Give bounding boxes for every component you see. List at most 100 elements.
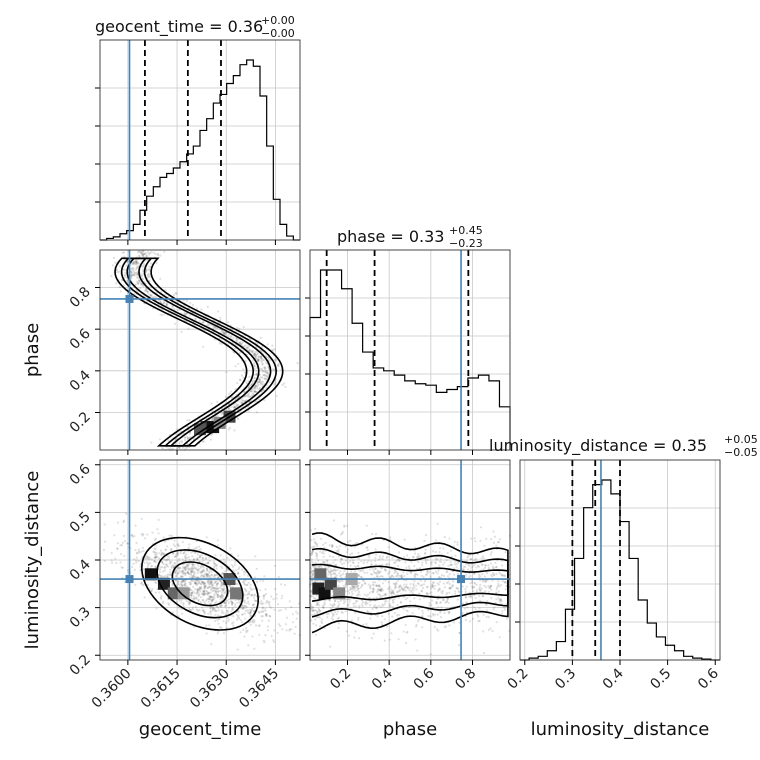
sample-point (251, 359, 254, 362)
sample-point (171, 611, 174, 614)
sample-point (136, 282, 139, 285)
sample-point (220, 582, 223, 586)
sample-point (262, 597, 265, 600)
sample-point (360, 560, 363, 563)
sample-point (245, 394, 248, 398)
sample-point (359, 575, 362, 578)
sample-point (216, 539, 219, 542)
sample-point (176, 560, 179, 563)
sample-point (438, 550, 441, 554)
sample-point (241, 607, 244, 610)
sample-point (257, 381, 260, 384)
sample-point (400, 575, 403, 578)
sample-point (173, 562, 176, 565)
sample-point (132, 273, 135, 276)
sample-point (214, 601, 217, 605)
sample-point (165, 303, 168, 307)
sample-point (343, 562, 346, 565)
sample-point (152, 550, 155, 553)
sample-point (471, 569, 474, 572)
y-tick-label: 0.8 (67, 284, 94, 311)
sample-point (174, 292, 177, 295)
sample-point (133, 270, 136, 274)
sample-point (220, 587, 223, 590)
sample-point (430, 583, 434, 586)
sample-point (436, 557, 439, 561)
sample-point (448, 573, 451, 576)
sample-point (142, 584, 145, 587)
sample-point (464, 590, 467, 594)
sample-point (135, 263, 138, 266)
x-tick-label: 0.6 (411, 665, 438, 692)
sample-point (230, 334, 233, 337)
sample-point (290, 606, 293, 609)
sample-point (504, 580, 507, 584)
sample-point (123, 554, 126, 558)
sample-point (489, 562, 493, 565)
sample-point (184, 565, 187, 568)
sample-point (261, 380, 264, 383)
sample-point (240, 342, 243, 345)
sample-point (487, 628, 490, 632)
sample-point (231, 608, 235, 611)
sample-point (114, 261, 117, 264)
sample-point (236, 648, 239, 651)
sample-point (202, 575, 205, 579)
sample-point (138, 281, 142, 284)
sample-point (157, 252, 160, 256)
sample-point (357, 616, 360, 619)
sample-point (418, 598, 421, 601)
sample-point (314, 618, 317, 621)
sample-point (447, 581, 450, 584)
panel-phase-vs-geocent-time: 0.20.40.60.8 (67, 249, 301, 455)
sample-point (405, 641, 408, 645)
sample-point (216, 596, 219, 599)
sample-point (186, 565, 189, 568)
sample-point (181, 575, 184, 578)
sample-point (401, 587, 404, 590)
sample-point (256, 385, 259, 388)
sample-point (136, 274, 139, 277)
sample-point (333, 519, 336, 522)
sample-point (374, 563, 377, 566)
sample-point (483, 652, 486, 655)
sample-point (400, 601, 403, 604)
sample-point (252, 596, 256, 599)
sample-point (284, 608, 287, 611)
sample-point (243, 395, 246, 398)
sample-point (163, 301, 166, 304)
sample-point (472, 559, 475, 562)
sample-point (352, 605, 355, 608)
sample-point (497, 597, 500, 600)
sample-point (482, 557, 486, 560)
sample-point (118, 265, 121, 268)
sample-point (467, 568, 470, 571)
sample-point (330, 575, 333, 578)
sample-point (396, 564, 400, 568)
sample-point (205, 567, 208, 570)
sample-point (131, 262, 134, 265)
sample-point (327, 570, 331, 573)
sample-point (208, 323, 211, 326)
sample-point (205, 568, 209, 572)
sample-point (470, 566, 473, 569)
sample-point (318, 604, 321, 607)
sample-point (329, 603, 332, 606)
sample-point (454, 590, 457, 593)
sample-point (110, 559, 113, 562)
sample-point (155, 555, 158, 559)
sample-point (243, 399, 246, 403)
sample-point (165, 558, 168, 561)
sample-point (196, 591, 199, 594)
sample-point (184, 573, 187, 577)
sample-point (220, 596, 223, 599)
sample-point (498, 538, 502, 541)
sample-point (260, 382, 263, 385)
sample-point (207, 561, 210, 564)
sample-point (357, 561, 360, 565)
sample-point (426, 593, 429, 596)
sample-point (505, 617, 508, 620)
sample-point (208, 559, 211, 562)
sample-point (332, 561, 335, 564)
sample-point (197, 564, 200, 567)
